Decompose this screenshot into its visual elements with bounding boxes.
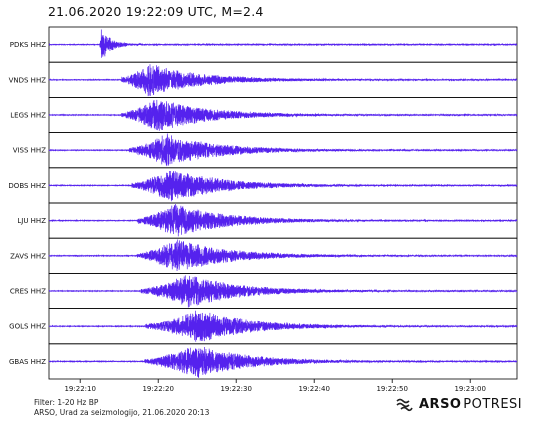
waveform-trace (48, 64, 518, 97)
station-label: VNDS HHZ (9, 76, 47, 84)
x-tick-label: 19:22:20 (142, 385, 173, 393)
waveform-trace (48, 310, 518, 342)
waveform-trace (48, 347, 518, 379)
waveform-trace (48, 170, 518, 202)
credit-note: ARSO, Urad za seizmologijo, 21.06.2020 2… (34, 407, 210, 417)
logo-text: ARSO POTRESI (419, 397, 522, 412)
filter-note: Filter: 1-20 Hz BP (34, 398, 99, 407)
station-label: LJU HHZ (17, 217, 46, 225)
waveform-trace (48, 203, 518, 237)
station-label: DOBS HHZ (8, 182, 46, 190)
x-tick-label: 19:23:00 (454, 385, 485, 393)
arso-logo[interactable]: ARSO POTRESI (395, 396, 522, 412)
waveform-trace (48, 275, 518, 308)
station-label: VISS HHZ (13, 147, 46, 155)
chart-title: 21.06.2020 19:22:09 UTC, M=2.4 (48, 4, 264, 19)
chart-footer: Filter: 1-20 Hz BP ARSO, Urad za seizmol… (34, 398, 209, 417)
station-label: LEGS HHZ (10, 112, 46, 120)
x-tick-label: 19:22:50 (376, 385, 407, 393)
waveform-trace (48, 99, 518, 131)
logo-light-text: POTRESI (463, 396, 523, 412)
arso-wave-logo-icon (396, 398, 413, 412)
x-tick-label: 19:22:10 (64, 385, 95, 393)
waveform-trace (48, 133, 518, 167)
waveform-trace (48, 239, 518, 272)
station-label: GOLS HHZ (9, 323, 46, 331)
station-label: GBAS HHZ (9, 358, 46, 366)
station-label: CRES HHZ (10, 288, 46, 296)
x-tick-label: 19:22:30 (220, 385, 251, 393)
x-tick-label: 19:22:40 (298, 385, 329, 393)
station-label: PDKS HHZ (10, 41, 46, 49)
station-label: ZAVS HHZ (10, 252, 46, 260)
waveform-trace (48, 29, 518, 58)
logo-bold-text: ARSO (419, 396, 462, 412)
